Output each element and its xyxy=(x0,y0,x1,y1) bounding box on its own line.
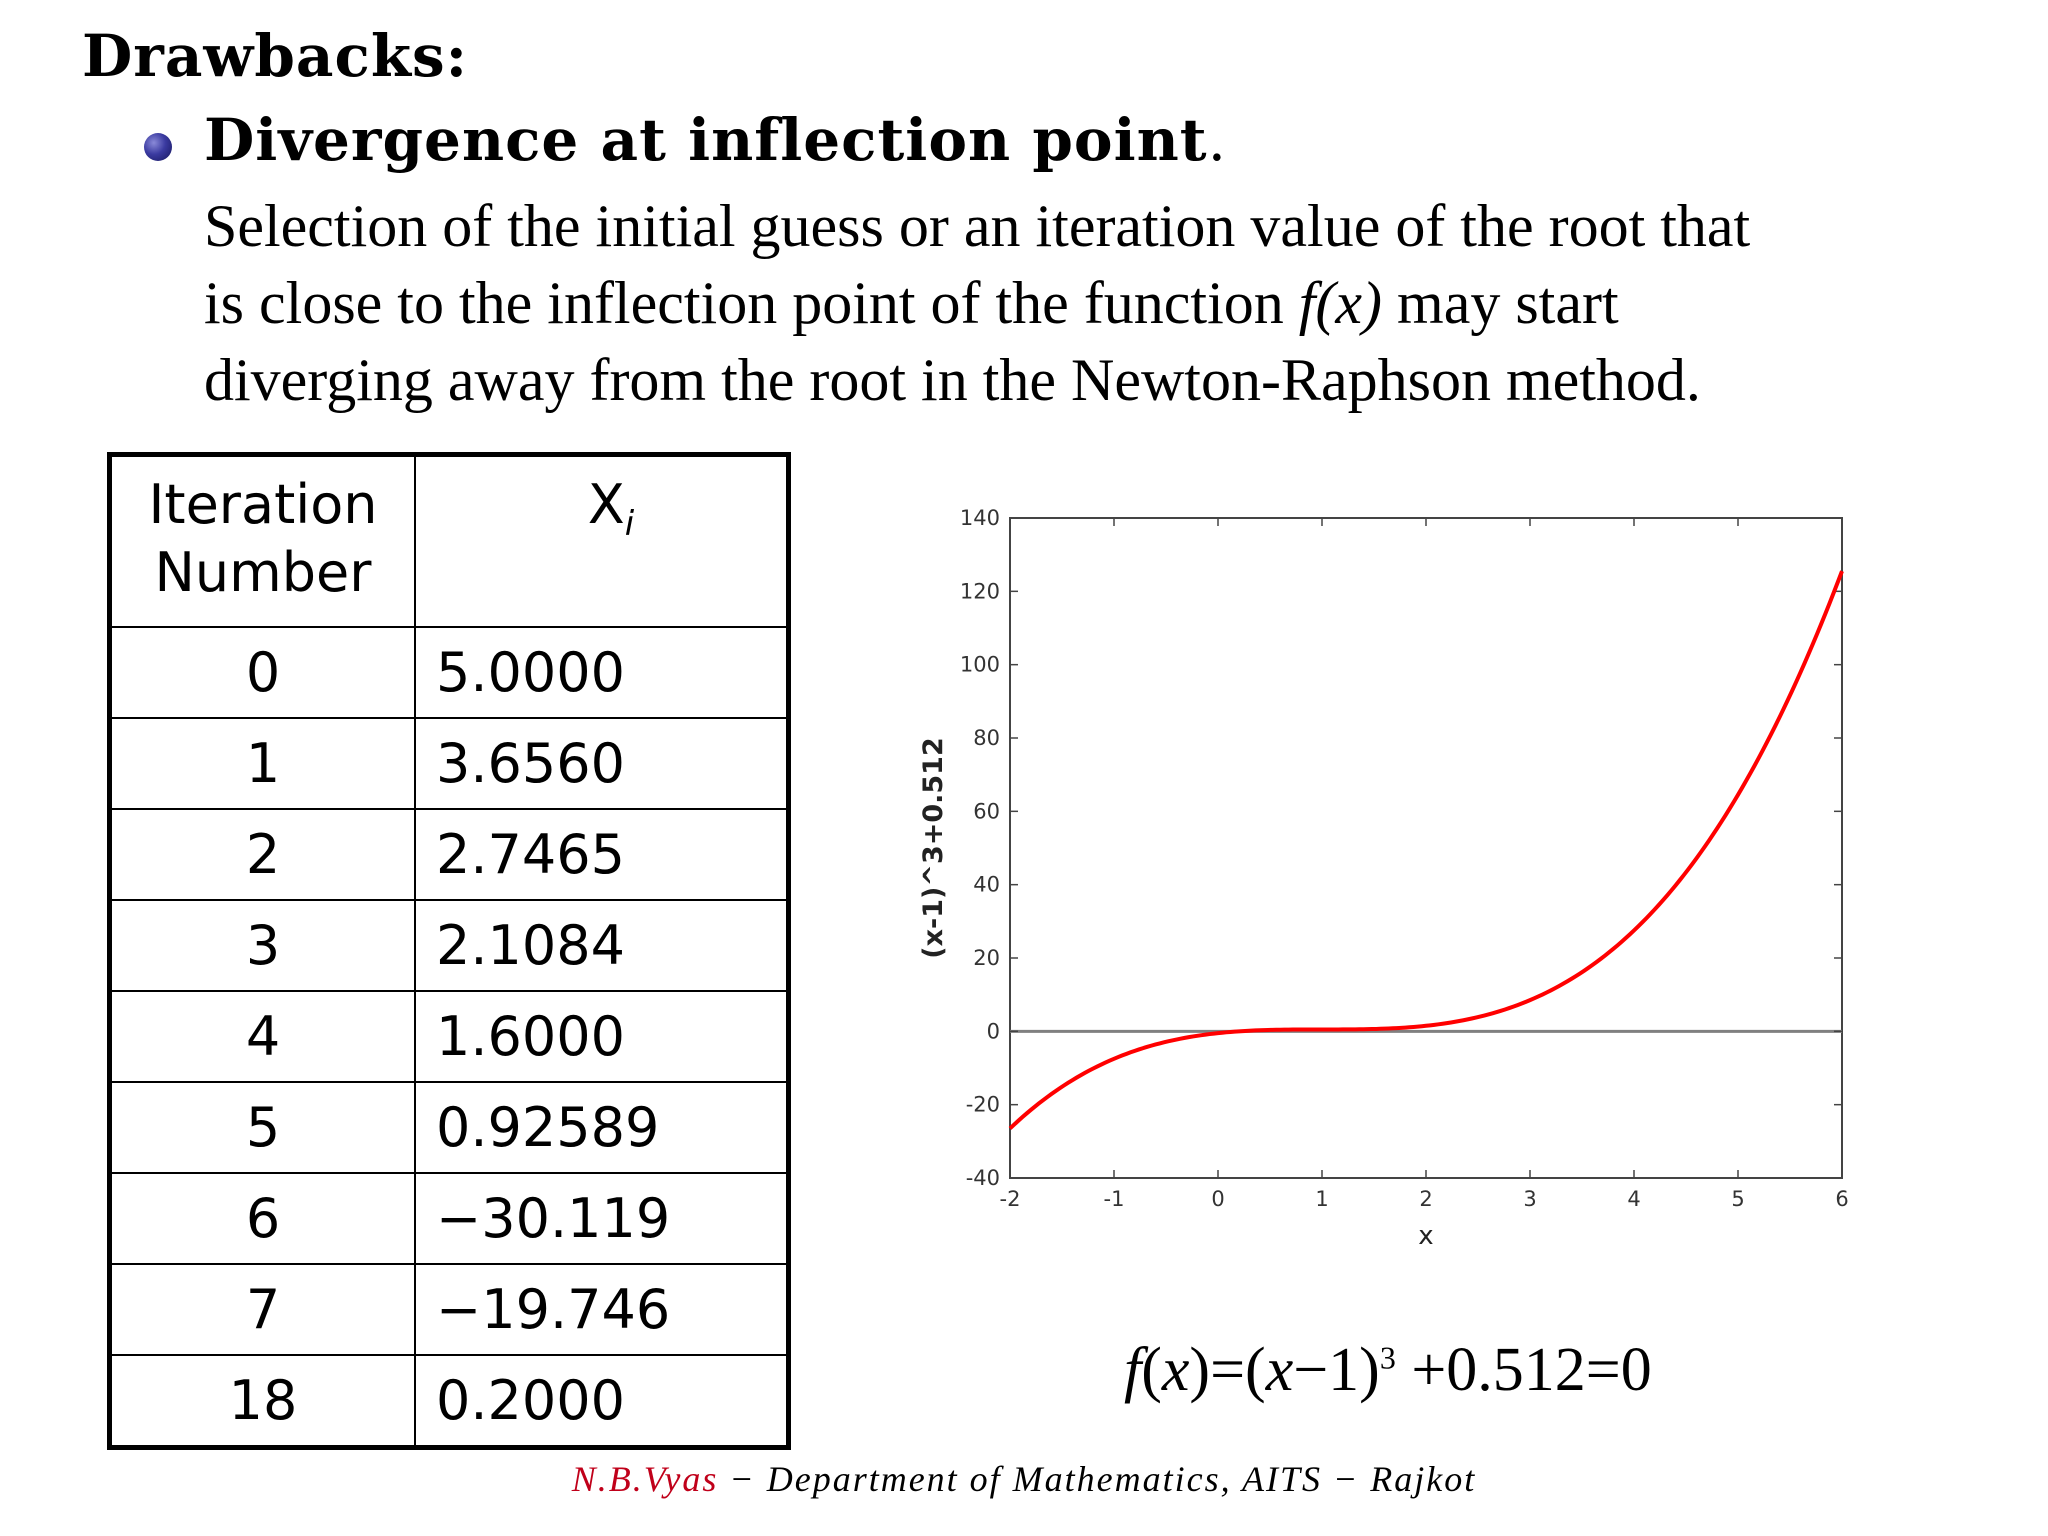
table-row: 2 2.7465 xyxy=(108,808,790,901)
xi-value-cell: 0.92589 xyxy=(414,1081,790,1174)
equation-x2: x xyxy=(1265,1336,1294,1404)
plot-area xyxy=(1009,517,1843,1179)
iteration-number-cell: 18 xyxy=(108,1354,416,1449)
table-row: 6 −30.119 xyxy=(108,1172,790,1265)
paragraph-line-2: is close to the inflection point of the … xyxy=(204,265,2004,342)
table-row: 18 0.2000 xyxy=(108,1354,790,1449)
iteration-number-cell: 4 xyxy=(108,990,416,1083)
function-chart: -2 -1 0 1 2 3 4 5 6 -40 -20 0 20 40 60 80 100 120 140 x (x-1… xyxy=(880,470,1880,1270)
xi-value-cell: 0.2000 xyxy=(414,1354,790,1449)
header-iteration-number: Iteration Number xyxy=(108,453,416,628)
header-xi: Xi xyxy=(414,453,790,628)
bullet-paragraph: Selection of the initial guess or an ite… xyxy=(204,188,2004,419)
x-tick-label: -2 xyxy=(1000,1187,1021,1211)
xi-value-cell: 2.1084 xyxy=(414,899,790,992)
table-row: 5 0.92589 xyxy=(108,1081,790,1174)
bullet-icon xyxy=(144,133,172,161)
y-tick-label: 100 xyxy=(960,653,1000,677)
iteration-table: Iteration Number Xi 0 5.0000 1 3.6560 2 2.7465… xyxy=(107,452,791,1450)
x-tick-label: -1 xyxy=(1104,1187,1125,1211)
slide-heading: Drawbacks: xyxy=(82,22,469,90)
table-row: 0 5.0000 xyxy=(108,626,790,719)
y-tick-label: 120 xyxy=(960,579,1000,603)
equation-f: f xyxy=(1124,1336,1142,1404)
xi-value-cell: −19.746 xyxy=(414,1263,790,1356)
y-tick-label: 80 xyxy=(973,726,1000,750)
iteration-number-cell: 5 xyxy=(108,1081,416,1174)
xi-value-cell: 1.6000 xyxy=(414,990,790,1083)
x-tick-label: 3 xyxy=(1523,1187,1536,1211)
y-tick-label: 40 xyxy=(973,873,1000,897)
header-iteration-line1: Iteration xyxy=(148,473,378,536)
x-tick-label: 4 xyxy=(1627,1187,1640,1211)
y-tick-label: -20 xyxy=(966,1093,1000,1117)
y-tick-label: 60 xyxy=(973,799,1000,823)
footer-affiliation: − Department of Mathematics, AITS − Rajk… xyxy=(718,1459,1477,1499)
equation-x: x xyxy=(1161,1336,1190,1404)
equation-part2: )=( xyxy=(1189,1336,1266,1404)
paragraph-line-2-end: may start xyxy=(1382,270,1619,336)
bullet-title-period: . xyxy=(1207,106,1228,174)
x-tick-label: 0 xyxy=(1211,1187,1224,1211)
xi-value-cell: 3.6560 xyxy=(414,717,790,810)
paragraph-line-2-start: is close to the inflection point of the … xyxy=(204,270,1299,336)
equation-power: 3 xyxy=(1379,1339,1396,1376)
function-notation: f(x) xyxy=(1298,270,1383,336)
y-tick-label: 20 xyxy=(973,946,1000,970)
equation-part4: +0.512=0 xyxy=(1395,1336,1652,1404)
equation-part1: ( xyxy=(1141,1336,1162,1404)
bullet-title: Divergence at inflection point. xyxy=(204,106,1227,174)
footer: N.B.Vyas − Department of Mathematics, AI… xyxy=(0,1458,2048,1500)
table-row: 7 −19.746 xyxy=(108,1263,790,1356)
x-tick-label: 6 xyxy=(1835,1187,1848,1211)
header-xi-text: X xyxy=(587,473,625,536)
iteration-number-cell: 0 xyxy=(108,626,416,719)
series-line xyxy=(1008,570,1844,1130)
chart-svg: -2 -1 0 1 2 3 4 5 6 -40 -20 0 20 40 60 80 100 120 140 x (x-1… xyxy=(918,506,1849,1251)
y-axis-label: (x-1)^3+0.512 xyxy=(918,737,949,959)
equation-part3: −1) xyxy=(1293,1336,1380,1404)
table-row: 3 2.1084 xyxy=(108,899,790,992)
xi-value-cell: −30.119 xyxy=(414,1172,790,1265)
paragraph-line-1: Selection of the initial guess or an ite… xyxy=(204,193,1751,259)
x-tick-label: 1 xyxy=(1315,1187,1328,1211)
iteration-number-cell: 7 xyxy=(108,1263,416,1356)
y-tick-label: 140 xyxy=(960,506,1000,530)
table-row: 4 1.6000 xyxy=(108,990,790,1083)
table-header-row: Iteration Number Xi xyxy=(108,453,790,628)
y-tick-label: 0 xyxy=(987,1019,1000,1043)
footer-author: N.B.Vyas xyxy=(571,1459,719,1499)
iteration-number-cell: 1 xyxy=(108,717,416,810)
iteration-number-cell: 3 xyxy=(108,899,416,992)
y-tick-label: -40 xyxy=(966,1166,1000,1190)
header-iteration-line2: Number xyxy=(154,541,372,604)
bullet-title-text: Divergence at inflection point xyxy=(204,106,1208,174)
xi-value-cell: 5.0000 xyxy=(414,626,790,719)
x-tick-label: 5 xyxy=(1731,1187,1744,1211)
iteration-number-cell: 2 xyxy=(108,808,416,901)
x-axis-label: x xyxy=(1418,1221,1433,1251)
table-row: 1 3.6560 xyxy=(108,717,790,810)
iteration-number-cell: 6 xyxy=(108,1172,416,1265)
header-xi-subscript: i xyxy=(624,503,635,544)
xi-value-cell: 2.7465 xyxy=(414,808,790,901)
x-tick-label: 2 xyxy=(1419,1187,1432,1211)
paragraph-line-3: diverging away from the root in the Newt… xyxy=(204,347,1701,413)
equation: f(x)=(x−1)3 +0.512=0 xyxy=(1124,1335,1652,1406)
